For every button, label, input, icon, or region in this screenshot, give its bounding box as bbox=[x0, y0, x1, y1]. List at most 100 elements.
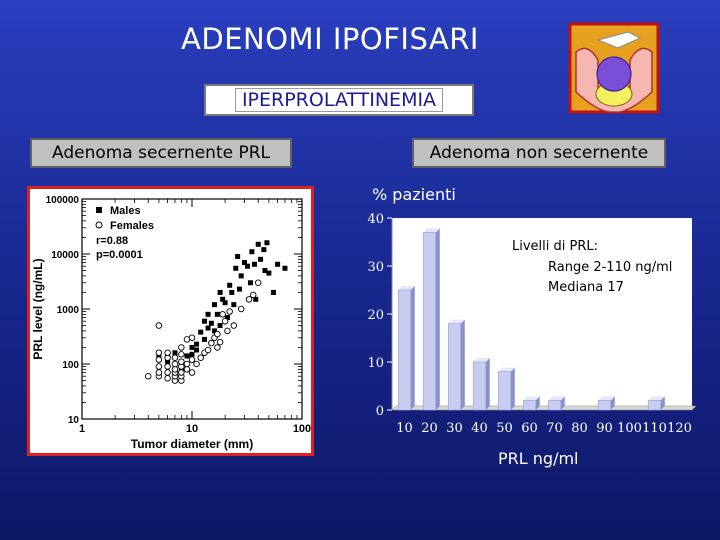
x-tick-label: 60 bbox=[521, 421, 538, 436]
data-point-female bbox=[144, 372, 152, 380]
bar bbox=[522, 400, 537, 411]
bar-top bbox=[548, 396, 565, 401]
data-point-male bbox=[245, 263, 251, 269]
data-point-female bbox=[245, 296, 253, 303]
bar-top bbox=[473, 358, 490, 362]
data-point-female bbox=[178, 351, 185, 358]
data-point-male bbox=[241, 260, 247, 266]
legend-label: Females bbox=[110, 220, 154, 232]
bar-side bbox=[660, 396, 665, 410]
data-point-male bbox=[202, 318, 208, 324]
x-axis-title: Tumor diameter (mm) bbox=[131, 437, 253, 451]
data-point-male bbox=[165, 359, 171, 365]
x-tick-label: 10 bbox=[186, 423, 198, 435]
plot-wall bbox=[392, 218, 692, 410]
legend-marker-males bbox=[96, 207, 102, 213]
data-point-female bbox=[155, 363, 163, 370]
x-tick-label: 50 bbox=[496, 421, 513, 436]
data-point-female bbox=[155, 356, 163, 363]
y-tick-label: 40 bbox=[367, 212, 384, 227]
y-tick-label: 10 bbox=[367, 356, 384, 371]
legend-stat: r=0.88 bbox=[96, 235, 128, 247]
data-point-female bbox=[155, 369, 163, 376]
right-label: Adenoma non secernente bbox=[412, 138, 666, 168]
data-point-female bbox=[224, 327, 231, 335]
data-point-female bbox=[197, 354, 204, 361]
annotation-title: Livelli di PRL: bbox=[512, 239, 598, 254]
data-point-male bbox=[211, 328, 217, 334]
data-point-female bbox=[208, 339, 215, 347]
data-point-female bbox=[254, 279, 262, 287]
data-point-male bbox=[189, 344, 195, 350]
data-point-female bbox=[178, 344, 185, 351]
y-tick-label: 1000 bbox=[57, 305, 80, 316]
bar-side bbox=[435, 228, 440, 410]
data-point-male bbox=[172, 350, 178, 356]
data-point-male bbox=[270, 289, 276, 295]
data-point-female bbox=[171, 366, 179, 373]
bar-side bbox=[535, 396, 540, 410]
y-tick-label: 0 bbox=[376, 404, 384, 419]
data-point-female bbox=[155, 322, 163, 329]
data-point-female bbox=[204, 346, 212, 354]
plot-area bbox=[81, 198, 303, 420]
data-point-female bbox=[214, 344, 221, 351]
data-point-male bbox=[262, 268, 268, 274]
data-point-female bbox=[155, 349, 163, 357]
data-point-female bbox=[221, 317, 229, 325]
data-point-male bbox=[236, 286, 242, 292]
data-point-male bbox=[258, 256, 264, 262]
data-point-female bbox=[216, 338, 224, 346]
slide-title: ADENOMI IPOFISARI bbox=[181, 22, 479, 56]
data-point-female bbox=[171, 354, 179, 361]
data-point-female bbox=[171, 360, 179, 368]
legend-label: Males bbox=[110, 205, 141, 217]
data-point-female bbox=[237, 305, 245, 313]
annotation-median: Mediana 17 bbox=[548, 280, 624, 295]
bar-side bbox=[410, 286, 415, 410]
legend-marker-females bbox=[95, 221, 103, 229]
bar-top bbox=[398, 286, 415, 290]
scatter-chart-frame: 1 10 100 10 100 1000 10000 100000 Tumor diameter… bbox=[27, 186, 314, 456]
data-point-male bbox=[220, 296, 226, 302]
data-point-male bbox=[233, 265, 239, 271]
data-point-male bbox=[194, 341, 200, 347]
y-tick-label: 10000 bbox=[51, 250, 79, 261]
bar bbox=[497, 371, 512, 411]
bar bbox=[647, 400, 662, 411]
data-point-male bbox=[205, 311, 211, 317]
bar bbox=[547, 400, 562, 411]
y-axis-title: PRL level (ng/mL) bbox=[31, 258, 45, 359]
x-tick-label: 20 bbox=[421, 421, 438, 436]
data-point-male bbox=[208, 320, 214, 326]
data-point-female bbox=[164, 349, 171, 357]
x-tick-label: 90 bbox=[596, 421, 613, 436]
x-tick-label: 120 bbox=[667, 421, 692, 436]
data-point-female bbox=[188, 334, 196, 342]
bar-side bbox=[510, 367, 515, 410]
data-point-female bbox=[188, 369, 196, 376]
data-point-male bbox=[217, 289, 223, 295]
data-point-female bbox=[164, 369, 171, 376]
legend-stat: p=0.0001 bbox=[96, 249, 143, 261]
data-point-male bbox=[184, 353, 190, 359]
subtitle-text: IPERPROLATTINEMIA bbox=[234, 88, 444, 112]
data-point-male bbox=[253, 296, 259, 302]
data-point-female bbox=[178, 358, 185, 365]
y-tick-label: 100 bbox=[62, 360, 79, 371]
x-tick-label: 110 bbox=[642, 421, 667, 436]
bar-top bbox=[423, 228, 440, 233]
legend: Males Females r=0.88 p=0.0001 bbox=[95, 205, 154, 261]
data-point-male bbox=[227, 282, 233, 288]
data-point-male bbox=[252, 261, 258, 267]
data-point-female bbox=[178, 369, 185, 376]
plot-floor bbox=[391, 405, 697, 411]
data-point-female bbox=[214, 330, 221, 338]
data-point-male bbox=[266, 270, 272, 276]
data-point-male bbox=[222, 300, 228, 306]
data-point-male bbox=[198, 329, 204, 335]
data-point-female bbox=[164, 363, 171, 370]
data-point-male bbox=[229, 289, 235, 295]
bar-side bbox=[485, 358, 490, 410]
data-point-female bbox=[183, 366, 191, 373]
